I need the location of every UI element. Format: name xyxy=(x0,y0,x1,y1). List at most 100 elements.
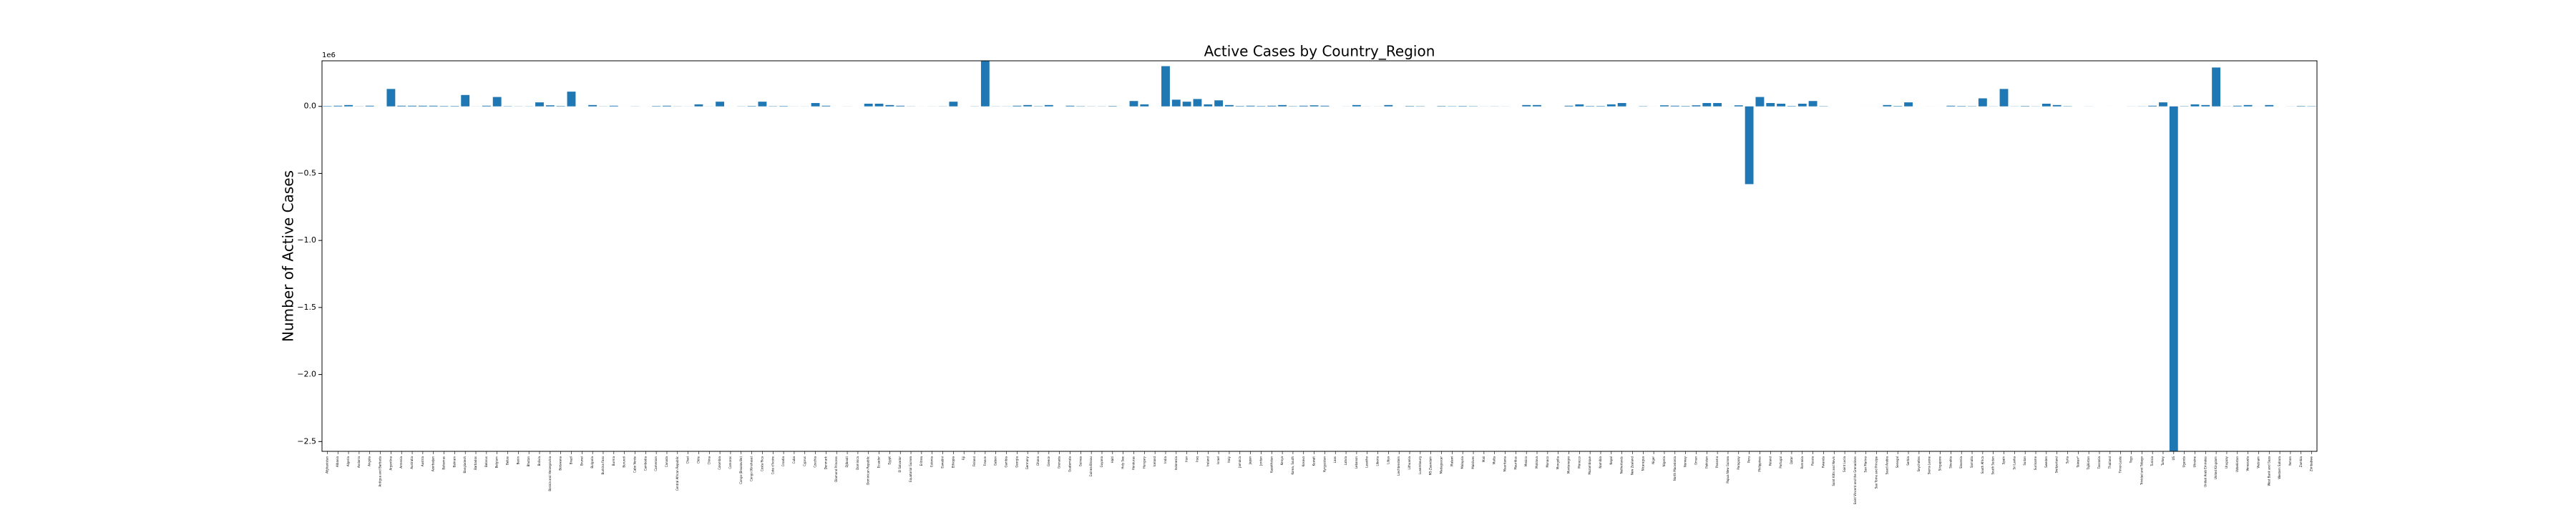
bar xyxy=(2021,106,2030,107)
x-tick-label: Sierra Leone xyxy=(1928,456,1931,474)
bar xyxy=(418,105,427,107)
bar xyxy=(885,104,894,107)
bar xyxy=(1065,105,1075,107)
x-tick-label: China xyxy=(707,456,711,464)
bar xyxy=(694,104,703,107)
x-tick-label: Algeria xyxy=(346,456,350,466)
bar xyxy=(2041,103,2051,107)
x-tick-label: Iraq xyxy=(1195,456,1199,462)
x-tick-label: Congo (Kinshasa) xyxy=(750,456,753,481)
x-tick-label: Chile xyxy=(696,456,700,464)
x-tick-label: Taiwan* xyxy=(2076,456,2079,469)
bar xyxy=(1522,104,1531,107)
bar xyxy=(747,106,756,107)
bar xyxy=(1140,104,1149,107)
x-tick-label: US xyxy=(2172,456,2175,461)
x-tick-label: Egypt xyxy=(887,456,891,465)
x-tick-label: Korea, South xyxy=(1291,456,1294,475)
x-tick-label: Equatorial Guinea xyxy=(909,456,912,481)
x-tick-label: Burkina Faso xyxy=(601,456,605,474)
bar xyxy=(461,94,470,107)
x-tick-label: Botswana xyxy=(559,456,562,470)
x-tick-label: Uganda xyxy=(2182,456,2186,467)
bar xyxy=(1129,101,1138,107)
x-tick-label: Malawi xyxy=(1450,456,1453,466)
x-tick-label: Slovenia xyxy=(1959,456,1963,469)
x-tick-label: Pakistan xyxy=(1704,456,1708,469)
x-tick-label: Lebanon xyxy=(1355,456,1358,469)
bar xyxy=(1978,98,1987,107)
x-tick-label: Gambia xyxy=(1005,456,1008,467)
bar xyxy=(1267,105,1277,107)
bar xyxy=(716,102,725,107)
x-tick-label: Benin xyxy=(516,456,519,465)
x-tick-label: Argentina xyxy=(389,456,392,470)
x-tick-label: Austria xyxy=(421,456,424,466)
x-tick-label: El Salvador xyxy=(898,456,902,473)
bar xyxy=(535,102,544,107)
bar xyxy=(663,105,671,107)
x-tick-label: Uruguay xyxy=(2225,456,2228,469)
bar xyxy=(1957,106,1966,107)
x-tick-label: Nicaragua xyxy=(1641,456,1644,471)
x-tick-label: Haiti xyxy=(1111,456,1114,463)
x-tick-label: Switzerland xyxy=(2055,456,2059,474)
bar xyxy=(2296,106,2306,107)
bar xyxy=(2159,102,2167,107)
x-tick-label: Hungary xyxy=(1142,456,1146,469)
x-tick-label: Belarus xyxy=(484,456,488,467)
x-tick-label: Qatar xyxy=(1790,456,1793,465)
bar xyxy=(1808,101,1818,107)
x-tick-label: Australia xyxy=(410,456,414,469)
x-tick-label: Finland xyxy=(972,456,976,467)
y-tick-label: −1.5 xyxy=(297,303,316,312)
x-tick-label: MS Zaandam xyxy=(1429,456,1433,475)
x-tick-label: Mongolia xyxy=(1556,456,1560,469)
bar xyxy=(1745,106,1754,185)
bar xyxy=(1670,105,1679,107)
x-tick-label: North Macedonia xyxy=(1673,456,1677,481)
x-tick-label: Philippines xyxy=(1757,456,1761,472)
bar xyxy=(1692,105,1701,107)
bar xyxy=(652,106,661,107)
bar xyxy=(896,105,905,107)
x-tick-label: Ireland xyxy=(1206,456,1209,466)
x-tick-label: Azerbaijan xyxy=(431,456,435,472)
bar xyxy=(588,104,597,107)
x-tick-label: Papua New Guinea xyxy=(1726,456,1729,483)
bar xyxy=(567,92,576,107)
x-tick-label: Mauritania xyxy=(1503,456,1507,471)
x-tick-label: West Bank and Gaza xyxy=(2267,456,2270,486)
x-tick-label: Yemen xyxy=(2288,456,2292,467)
x-tick-label: Poland xyxy=(1768,456,1772,466)
bar xyxy=(1681,106,1690,107)
x-tick-label: Antigua and Barbuda xyxy=(379,456,382,486)
bar xyxy=(1533,104,1541,107)
x-tick-label: Syria xyxy=(2066,456,2069,464)
x-tick-label: Singapore xyxy=(1938,456,1942,471)
bar xyxy=(482,105,491,107)
bar xyxy=(864,103,873,107)
y-tick-label: −2.5 xyxy=(297,436,316,446)
x-tick-label: Diamond Princess xyxy=(834,456,838,482)
bar xyxy=(1797,103,1807,107)
x-tick-label: Jordan xyxy=(1259,456,1262,466)
bar xyxy=(1564,105,1574,107)
x-tick-label: Croatia xyxy=(781,456,785,466)
x-tick-label: Timor-Leste xyxy=(2119,456,2122,474)
x-tick-label: Liberia xyxy=(1376,456,1380,466)
bar xyxy=(1575,104,1584,107)
bar xyxy=(1713,103,1722,107)
bar xyxy=(450,106,459,107)
x-tick-label: Sri Lanka xyxy=(2012,456,2016,469)
x-tick-label: Slovakia xyxy=(1948,456,1952,468)
bar xyxy=(1182,102,1191,107)
bar xyxy=(386,89,396,107)
bar xyxy=(1755,97,1765,107)
x-tick-label: Zambia xyxy=(2299,456,2303,467)
x-tick-label: Djibouti xyxy=(845,456,849,468)
x-tick-label: Guinea xyxy=(1078,456,1082,466)
x-tick-label: Laos xyxy=(1333,456,1337,463)
x-tick-label: Kazakhstan xyxy=(1269,456,1273,474)
